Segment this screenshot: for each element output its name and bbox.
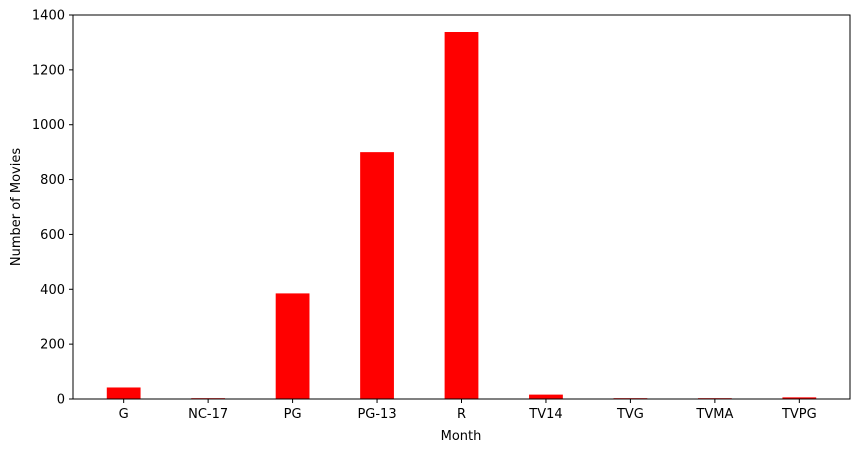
y-axis-ticks: 0 200 400 600 800 1000 1200 1400 [32, 9, 73, 408]
bar-pg-13 [360, 152, 394, 399]
y-tick-label: 200 [40, 338, 65, 353]
y-tick-label: 1000 [32, 118, 65, 133]
bar-r [444, 32, 479, 400]
y-axis-label: Number of Movies [9, 148, 24, 266]
plot-frame [72, 14, 851, 400]
y-tick-label: 1200 [32, 63, 65, 78]
y-tick-label: 1400 [32, 9, 65, 24]
x-tick-label: TVMA [695, 407, 733, 422]
bar-tv14 [529, 394, 563, 399]
x-tick-label: R [457, 407, 466, 422]
y-tick-label: 600 [40, 228, 65, 243]
x-tick-label: PG-13 [357, 407, 396, 422]
y-tick-label: 400 [40, 283, 65, 298]
bar-g [106, 387, 141, 399]
x-axis-label: Month [441, 429, 482, 444]
x-tick-label: PG [284, 407, 302, 422]
x-tick-label: TVG [616, 407, 644, 422]
bars-group [106, 32, 817, 400]
x-tick-label: TVPG [781, 407, 817, 422]
x-tick-label: TV14 [528, 407, 562, 422]
x-tick-label: NC-17 [188, 407, 228, 422]
y-tick-label: 0 [57, 393, 65, 408]
bar-tvpg [782, 397, 817, 399]
x-tick-label: G [119, 407, 129, 422]
x-axis-ticks: G NC-17 PG PG-13 R TV14 TVG TVMA TVPG [119, 399, 817, 422]
bar-pg [275, 293, 310, 399]
y-tick-label: 800 [40, 173, 65, 188]
